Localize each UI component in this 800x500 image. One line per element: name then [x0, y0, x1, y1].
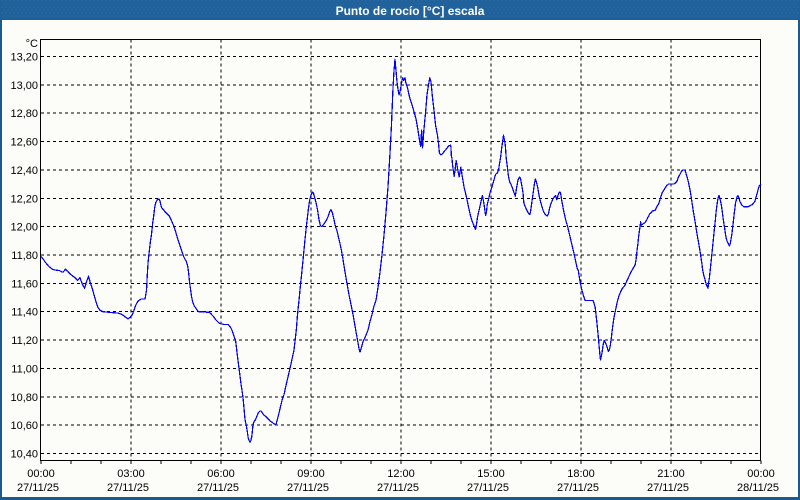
svg-text:27/11/25: 27/11/25 — [647, 482, 689, 494]
svg-text:11,40: 11,40 — [11, 307, 38, 319]
svg-text:28/11/25: 28/11/25 — [737, 482, 779, 494]
svg-text:11,20: 11,20 — [11, 335, 38, 347]
svg-text:27/11/25: 27/11/25 — [557, 482, 599, 494]
svg-text:03:00: 03:00 — [117, 468, 145, 480]
svg-text:18:00: 18:00 — [567, 468, 595, 480]
svg-text:15:00: 15:00 — [477, 468, 505, 480]
svg-text:21:00: 21:00 — [657, 468, 685, 480]
svg-text:27/11/25: 27/11/25 — [107, 482, 149, 494]
svg-text:12,00: 12,00 — [10, 222, 38, 234]
svg-text:11,00: 11,00 — [11, 363, 38, 375]
svg-text:06:00: 06:00 — [207, 468, 235, 480]
svg-text:10,80: 10,80 — [10, 392, 38, 404]
svg-text:27/11/25: 27/11/25 — [287, 482, 329, 494]
svg-text:27/11/25: 27/11/25 — [17, 482, 59, 494]
svg-text:00:00: 00:00 — [27, 468, 55, 480]
svg-text:Punto de rocío [°C] escala: Punto de rocío [°C] escala — [336, 4, 485, 18]
svg-text:27/11/25: 27/11/25 — [377, 482, 419, 494]
svg-text:°C: °C — [26, 38, 38, 50]
svg-text:12,40: 12,40 — [10, 165, 38, 177]
svg-text:12:00: 12:00 — [387, 468, 415, 480]
svg-text:00:00: 00:00 — [747, 468, 775, 480]
svg-text:13,20: 13,20 — [10, 52, 38, 64]
svg-text:10,40: 10,40 — [10, 449, 38, 461]
svg-text:13,00: 13,00 — [10, 80, 38, 92]
svg-text:27/11/25: 27/11/25 — [467, 482, 509, 494]
svg-text:12,20: 12,20 — [10, 193, 38, 205]
svg-text:12,60: 12,60 — [10, 137, 38, 149]
svg-text:10,60: 10,60 — [10, 420, 38, 432]
svg-text:27/11/25: 27/11/25 — [197, 482, 239, 494]
svg-text:11,60: 11,60 — [11, 278, 38, 290]
svg-text:12,80: 12,80 — [10, 108, 38, 120]
svg-text:09:00: 09:00 — [297, 468, 325, 480]
svg-text:11,80: 11,80 — [11, 250, 38, 262]
